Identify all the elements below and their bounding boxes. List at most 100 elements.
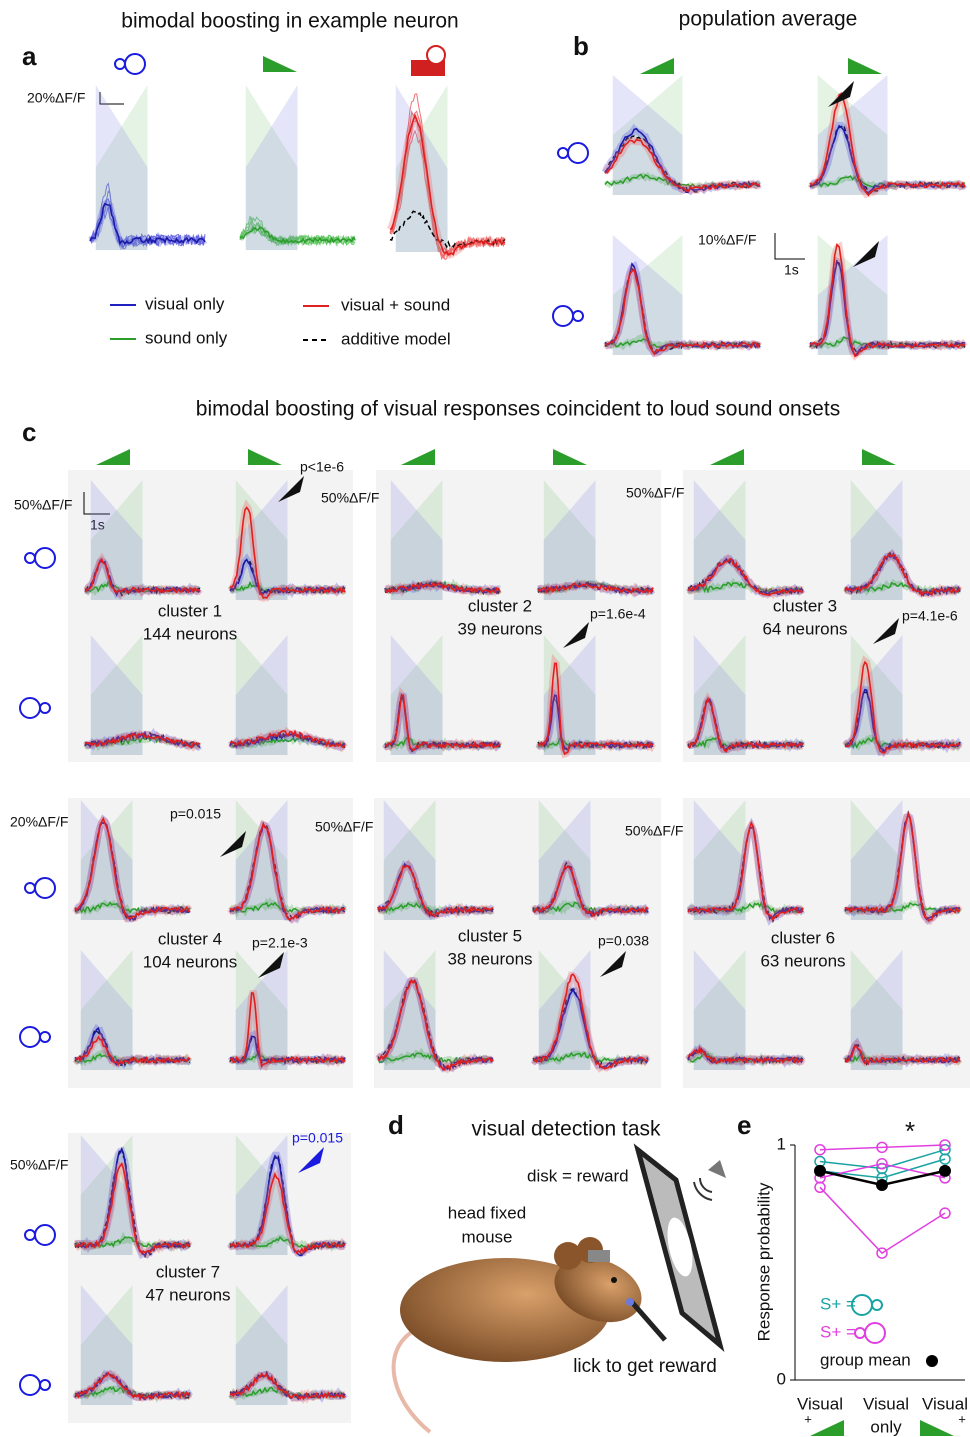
sound-icon [553,449,587,465]
legend-swatch [926,1355,938,1367]
annotation: lick to get reward [573,1356,717,1377]
visual-icon [114,58,126,70]
stimulus-shade [817,75,888,195]
scale-label: 1s [784,262,799,278]
legend-label: sound only [145,328,228,347]
sound-icon [263,56,297,72]
stimulus-shade [90,635,143,755]
trace [229,558,346,595]
stimulus-shade [850,950,903,1070]
trace [74,1385,191,1399]
stimulus-shade [693,950,746,1070]
head [554,1257,642,1323]
legend-label: S+ = [820,1294,856,1313]
stimulus-shade [850,950,903,1070]
arrowhead [600,951,626,977]
stimulus-shade [235,1135,288,1255]
arrowhead [853,241,879,267]
stimulus-shade [850,800,903,920]
annotation: mouse [461,1227,512,1246]
trace [604,138,761,193]
scale-label: 50%ΔF/F [321,490,379,506]
trace [89,202,206,246]
visual-icon [34,547,56,569]
trace [384,693,501,752]
stimulus-shade [383,950,436,1070]
trace [74,1372,191,1401]
stimulus-shade [80,800,133,920]
sound-waves [693,1177,713,1201]
trace [687,1045,803,1065]
legend-label: additive model [341,329,451,348]
visual-icon [567,142,589,164]
trace [537,582,654,595]
stimulus-shade [80,1135,133,1255]
x-tick-label: Visual [797,1394,843,1413]
x-tick-sublabel: + [804,1411,812,1426]
stimulus-shade [693,480,746,600]
trace [687,696,804,753]
point [876,1247,888,1259]
trace [532,901,649,915]
disk [667,1217,693,1277]
scale-label: 50%ΔF/F [315,819,373,835]
visual-icon [24,552,36,564]
stimulus-shade [80,1135,133,1255]
stimulus-shade [235,635,288,755]
visual-icon [24,1229,36,1241]
trace [89,189,206,248]
stimulus-shade [612,75,683,195]
trace [810,243,966,358]
trace [74,816,191,920]
cluster-count: 144 neurons [143,624,238,643]
stimulus-shade [395,85,448,252]
x-tick-sublabel: + [958,1411,966,1426]
stimulus-shade [80,1285,133,1405]
cluster-name: cluster 2 [468,596,532,615]
visual-icon [124,53,146,75]
stimulus-shade [90,635,143,755]
sound-icon [640,58,674,74]
p-value: p=2.1e-3 [252,935,308,951]
scale-label: 50%ΔF/F [626,485,684,501]
trace [229,1372,346,1401]
arrowhead [278,476,304,502]
cluster-name: cluster 4 [158,929,222,948]
panel-label: c [22,417,36,447]
scale-label: 1s [90,517,105,533]
droplet [626,1298,634,1306]
scale-bar [99,92,124,105]
stimulus-shade [850,800,903,920]
visual-icon [34,1224,56,1246]
annotation: head fixed [448,1203,526,1222]
stimulus-shade [543,480,596,600]
visual-icon [39,1031,51,1043]
visual-icon [557,147,569,159]
sound-icon [401,449,435,465]
panel-label: b [573,31,589,61]
stimulus-shade [245,85,298,250]
stimulus-shade [850,480,903,600]
stimulus-shade [383,800,436,920]
cluster-name: cluster 5 [458,926,522,945]
panel-label: e [737,1110,751,1140]
ear [554,1242,582,1270]
x-tick-label: Visual [863,1394,909,1413]
stimulus-shade [612,235,683,355]
trace [84,560,201,597]
trace [390,113,506,256]
trace [844,811,961,922]
y-axis-title: Response probability [754,1182,773,1341]
point [876,1141,888,1154]
stimulus-shade [817,235,888,355]
visual-icon [39,1379,51,1391]
cluster-box [68,798,353,1088]
arrowhead [298,1147,324,1173]
point [939,1139,951,1151]
visual-icon [39,702,51,714]
y-tick-label: 0 [777,1369,786,1388]
trace [84,557,201,594]
stimulus-shade [235,1135,288,1255]
stimulus-shade [693,800,746,920]
